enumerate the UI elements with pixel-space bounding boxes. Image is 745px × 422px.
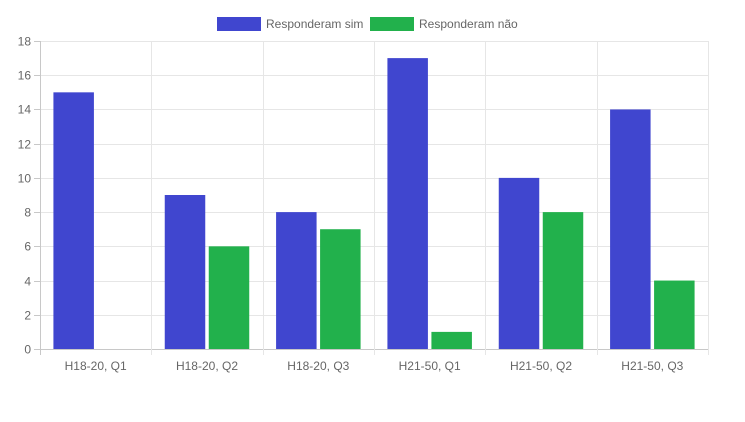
y-tick-label: 10 — [18, 172, 32, 186]
x-tick-label: H21-50, Q2 — [510, 359, 572, 373]
y-tick-label: 2 — [24, 309, 31, 323]
legend-label: Responderam sim — [266, 17, 363, 31]
bar-nao — [208, 246, 250, 349]
y-tick-label: 8 — [24, 206, 31, 220]
x-tick-label: H18-20, Q3 — [287, 359, 349, 373]
bar-sim — [164, 195, 206, 349]
bar-sim — [387, 58, 428, 349]
y-tick-label: 14 — [18, 103, 32, 117]
x-tick-label: H18-20, Q2 — [176, 359, 238, 373]
legend-swatch — [370, 17, 414, 31]
x-tick-label: H21-50, Q3 — [621, 359, 683, 373]
legend[interactable]: Responderam sim Responderam não — [217, 17, 518, 31]
x-tick-label: H21-50, Q1 — [399, 359, 461, 373]
bar-sim — [276, 212, 317, 349]
y-tick-label: 12 — [18, 138, 32, 152]
x-axis-ticks: H18-20, Q1 H18-20, Q2 H18-20, Q3 H21-50, Q1… — [65, 359, 684, 373]
grid — [40, 41, 709, 355]
bars — [53, 58, 695, 349]
axes — [34, 41, 40, 350]
bar-sim — [53, 92, 94, 349]
legend-item[interactable]: Responderam sim — [217, 17, 363, 31]
bar-nao — [320, 229, 361, 349]
bar-sim — [610, 109, 651, 349]
y-tick-label: 18 — [18, 35, 32, 49]
legend-label: Responderam não — [419, 17, 518, 31]
bar-nao — [431, 331, 472, 349]
y-axis-ticks: 0 2 4 6 8 10 12 14 16 18 — [18, 35, 32, 357]
y-tick-label: 6 — [24, 240, 31, 254]
bar-nao — [654, 280, 695, 349]
bar-sim — [498, 177, 540, 349]
y-tick-label: 4 — [24, 275, 31, 289]
x-tick-label: H18-20, Q1 — [65, 359, 127, 373]
legend-swatch — [217, 17, 261, 31]
legend-item[interactable]: Responderam não — [370, 17, 518, 31]
bar-nao — [542, 212, 584, 349]
y-tick-label: 0 — [24, 343, 31, 357]
y-tick-label: 16 — [18, 69, 32, 83]
